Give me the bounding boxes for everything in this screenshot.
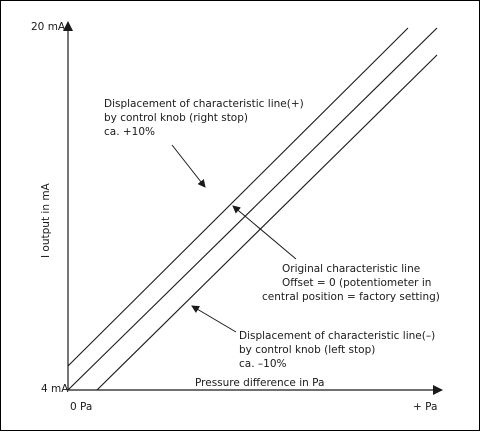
characteristic-line-plus: [67, 27, 409, 367]
annotation-minus-arrow: [191, 305, 237, 333]
y-bottom-label: 4 mA: [41, 383, 69, 395]
x-left-label: 0 Pa: [70, 401, 92, 413]
y-axis-title: I output in mA: [40, 182, 52, 258]
annotation-plus-arrow: [171, 144, 206, 188]
annotation-plus: Displacement of characteristic line(+) b…: [104, 98, 304, 188]
annotation-plus-line-1: Displacement of characteristic line(+): [104, 98, 304, 110]
annotation-original-line-1: Original characteristic line: [282, 263, 420, 275]
annotation-plus-line-3: ca. +10%: [104, 126, 155, 138]
annotation-original-arrow: [232, 205, 297, 260]
x-right-label: + Pa: [413, 401, 437, 413]
characteristic-line-original: [67, 27, 438, 391]
annotation-minus-line-1: Displacement of characteristic line(–): [239, 330, 435, 342]
y-top-label: 20 mA: [31, 21, 66, 33]
annotation-original-line-2: Offset = 0 (potentiometer in: [282, 277, 431, 289]
x-axis-title: Pressure difference in Pa: [195, 377, 324, 389]
annotation-plus-line-2: by control knob (right stop): [104, 112, 248, 124]
annotation-original-line-3: central position = factory setting): [262, 291, 440, 303]
annotation-minus-line-3: ca. –10%: [239, 358, 286, 370]
annotation-minus: Displacement of characteristic line(–) b…: [191, 305, 435, 370]
annotation-minus-line-2: by control knob (left stop): [239, 344, 375, 356]
annotation-original: Original characteristic line Offset = 0 …: [232, 205, 440, 303]
characteristic-line-minus: [96, 54, 438, 391]
